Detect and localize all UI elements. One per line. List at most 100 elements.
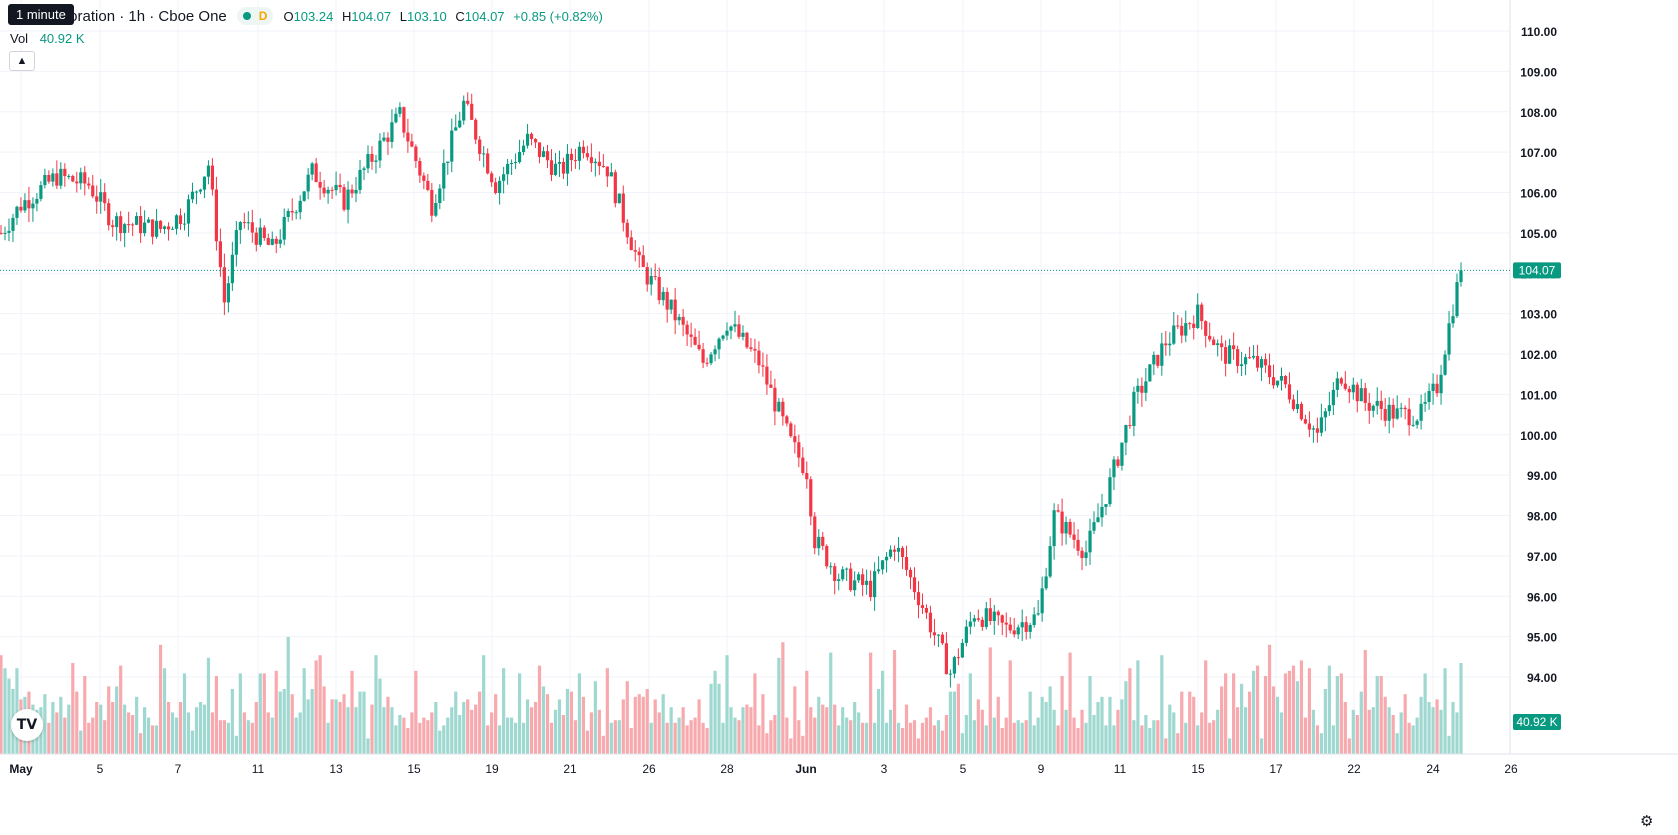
volume-bar <box>270 717 274 754</box>
close-value: 104.07 <box>464 8 505 24</box>
candle-body <box>322 187 326 194</box>
volume-bar <box>1383 696 1387 754</box>
candle-body <box>1080 550 1084 558</box>
volume-bar <box>242 712 246 754</box>
volume-bar <box>258 673 262 754</box>
volume-bar <box>127 712 131 754</box>
candle-body <box>769 384 773 388</box>
volume-bar <box>573 720 578 754</box>
volume-bar <box>458 715 462 754</box>
candle-body <box>1092 522 1096 531</box>
candle-body <box>286 211 290 217</box>
candle-body <box>545 151 550 161</box>
candle-body <box>470 103 474 120</box>
volume-bar <box>150 725 155 754</box>
volume-label[interactable]: Vol <box>10 31 29 46</box>
volume-bar <box>410 712 414 754</box>
candle-body <box>1184 323 1188 336</box>
candle-body <box>366 153 370 169</box>
volume-bar <box>370 704 374 754</box>
candle-body <box>71 175 75 182</box>
candle-body <box>1132 391 1136 426</box>
volume-bar <box>709 683 713 754</box>
candle-body <box>1008 624 1012 631</box>
price-tick-label: 107.00 <box>1520 146 1557 160</box>
candle-body <box>873 571 877 598</box>
candle-body <box>613 172 617 204</box>
volume-bar <box>1407 722 1411 754</box>
candle-body <box>1403 407 1407 410</box>
candle-body <box>290 211 294 213</box>
volume-bar <box>541 686 546 754</box>
candle-body <box>761 365 765 367</box>
volume-bar <box>936 720 941 754</box>
candle-body <box>1152 354 1156 365</box>
time-tick-label: 3 <box>881 762 888 776</box>
candle-body <box>1004 622 1008 625</box>
volume-bar <box>1427 702 1431 754</box>
volume-bar <box>1200 712 1204 754</box>
volume-bar <box>1267 644 1272 754</box>
tradingview-logo-icon[interactable]: TV <box>11 709 43 741</box>
candle-body <box>1232 345 1236 350</box>
price-tick-label: 105.00 <box>1520 227 1557 241</box>
candle-body <box>1160 343 1164 366</box>
candle-body <box>462 100 466 121</box>
candle-body <box>202 176 207 190</box>
time-axis: May 5 7 11 13 15 19 21 26 28 Jun 3 5 9 11 15 17 22 24 26 <box>9 762 1518 776</box>
candle-body <box>1196 304 1200 329</box>
candle-body <box>849 568 853 591</box>
volume-bar <box>593 681 597 754</box>
volume-bar <box>282 689 286 754</box>
candle-body <box>1192 323 1196 329</box>
volume-bar <box>1387 707 1391 754</box>
volume-bar <box>1423 673 1427 754</box>
candle-body <box>1056 510 1060 512</box>
candle-body <box>1291 399 1296 410</box>
volume-bar <box>99 704 103 754</box>
volume-bar <box>398 715 402 754</box>
candle-body <box>478 139 482 154</box>
candle-body <box>1323 411 1327 418</box>
candle-body <box>170 228 175 230</box>
candle-body <box>533 138 538 143</box>
interval-badge: D <box>258 9 268 23</box>
volume-bar <box>478 691 482 754</box>
volume-bar <box>621 699 625 754</box>
volume-bar <box>817 696 821 754</box>
volume-bar <box>1104 725 1108 754</box>
time-tick-label: 7 <box>175 762 182 776</box>
volume-bar <box>884 722 889 754</box>
candle-body <box>940 634 945 644</box>
volume-bar <box>382 707 386 754</box>
collapse-legend-button[interactable]: ▲ <box>9 51 35 71</box>
candle-body <box>274 238 278 244</box>
volume-bar <box>234 735 238 754</box>
volume-bar <box>83 676 87 754</box>
candle-body <box>972 618 976 622</box>
volume-bar <box>992 717 996 754</box>
volume-bar <box>1164 738 1168 754</box>
market-status-pill[interactable]: D <box>236 7 274 25</box>
candle-body <box>737 324 741 337</box>
volume-bar <box>79 730 83 754</box>
candle-body <box>697 344 701 350</box>
candle-body <box>0 232 3 234</box>
volume-bar <box>669 707 673 754</box>
volume-bar <box>506 717 510 754</box>
volume-bar <box>689 720 693 754</box>
candle-body <box>206 165 211 177</box>
candle-body <box>1311 428 1316 430</box>
candle-body <box>1016 627 1020 635</box>
volume-bar <box>601 735 605 754</box>
volume-bar <box>1180 691 1184 754</box>
volume-bar <box>1116 709 1120 754</box>
volume-bar <box>87 722 91 754</box>
time-tick-label: 11 <box>1114 762 1127 776</box>
candle-body <box>517 151 522 163</box>
volume-bar <box>557 699 562 754</box>
gear-icon[interactable]: ⚙ <box>1640 813 1654 830</box>
candle-body <box>733 324 737 327</box>
volume-bar <box>294 717 298 754</box>
